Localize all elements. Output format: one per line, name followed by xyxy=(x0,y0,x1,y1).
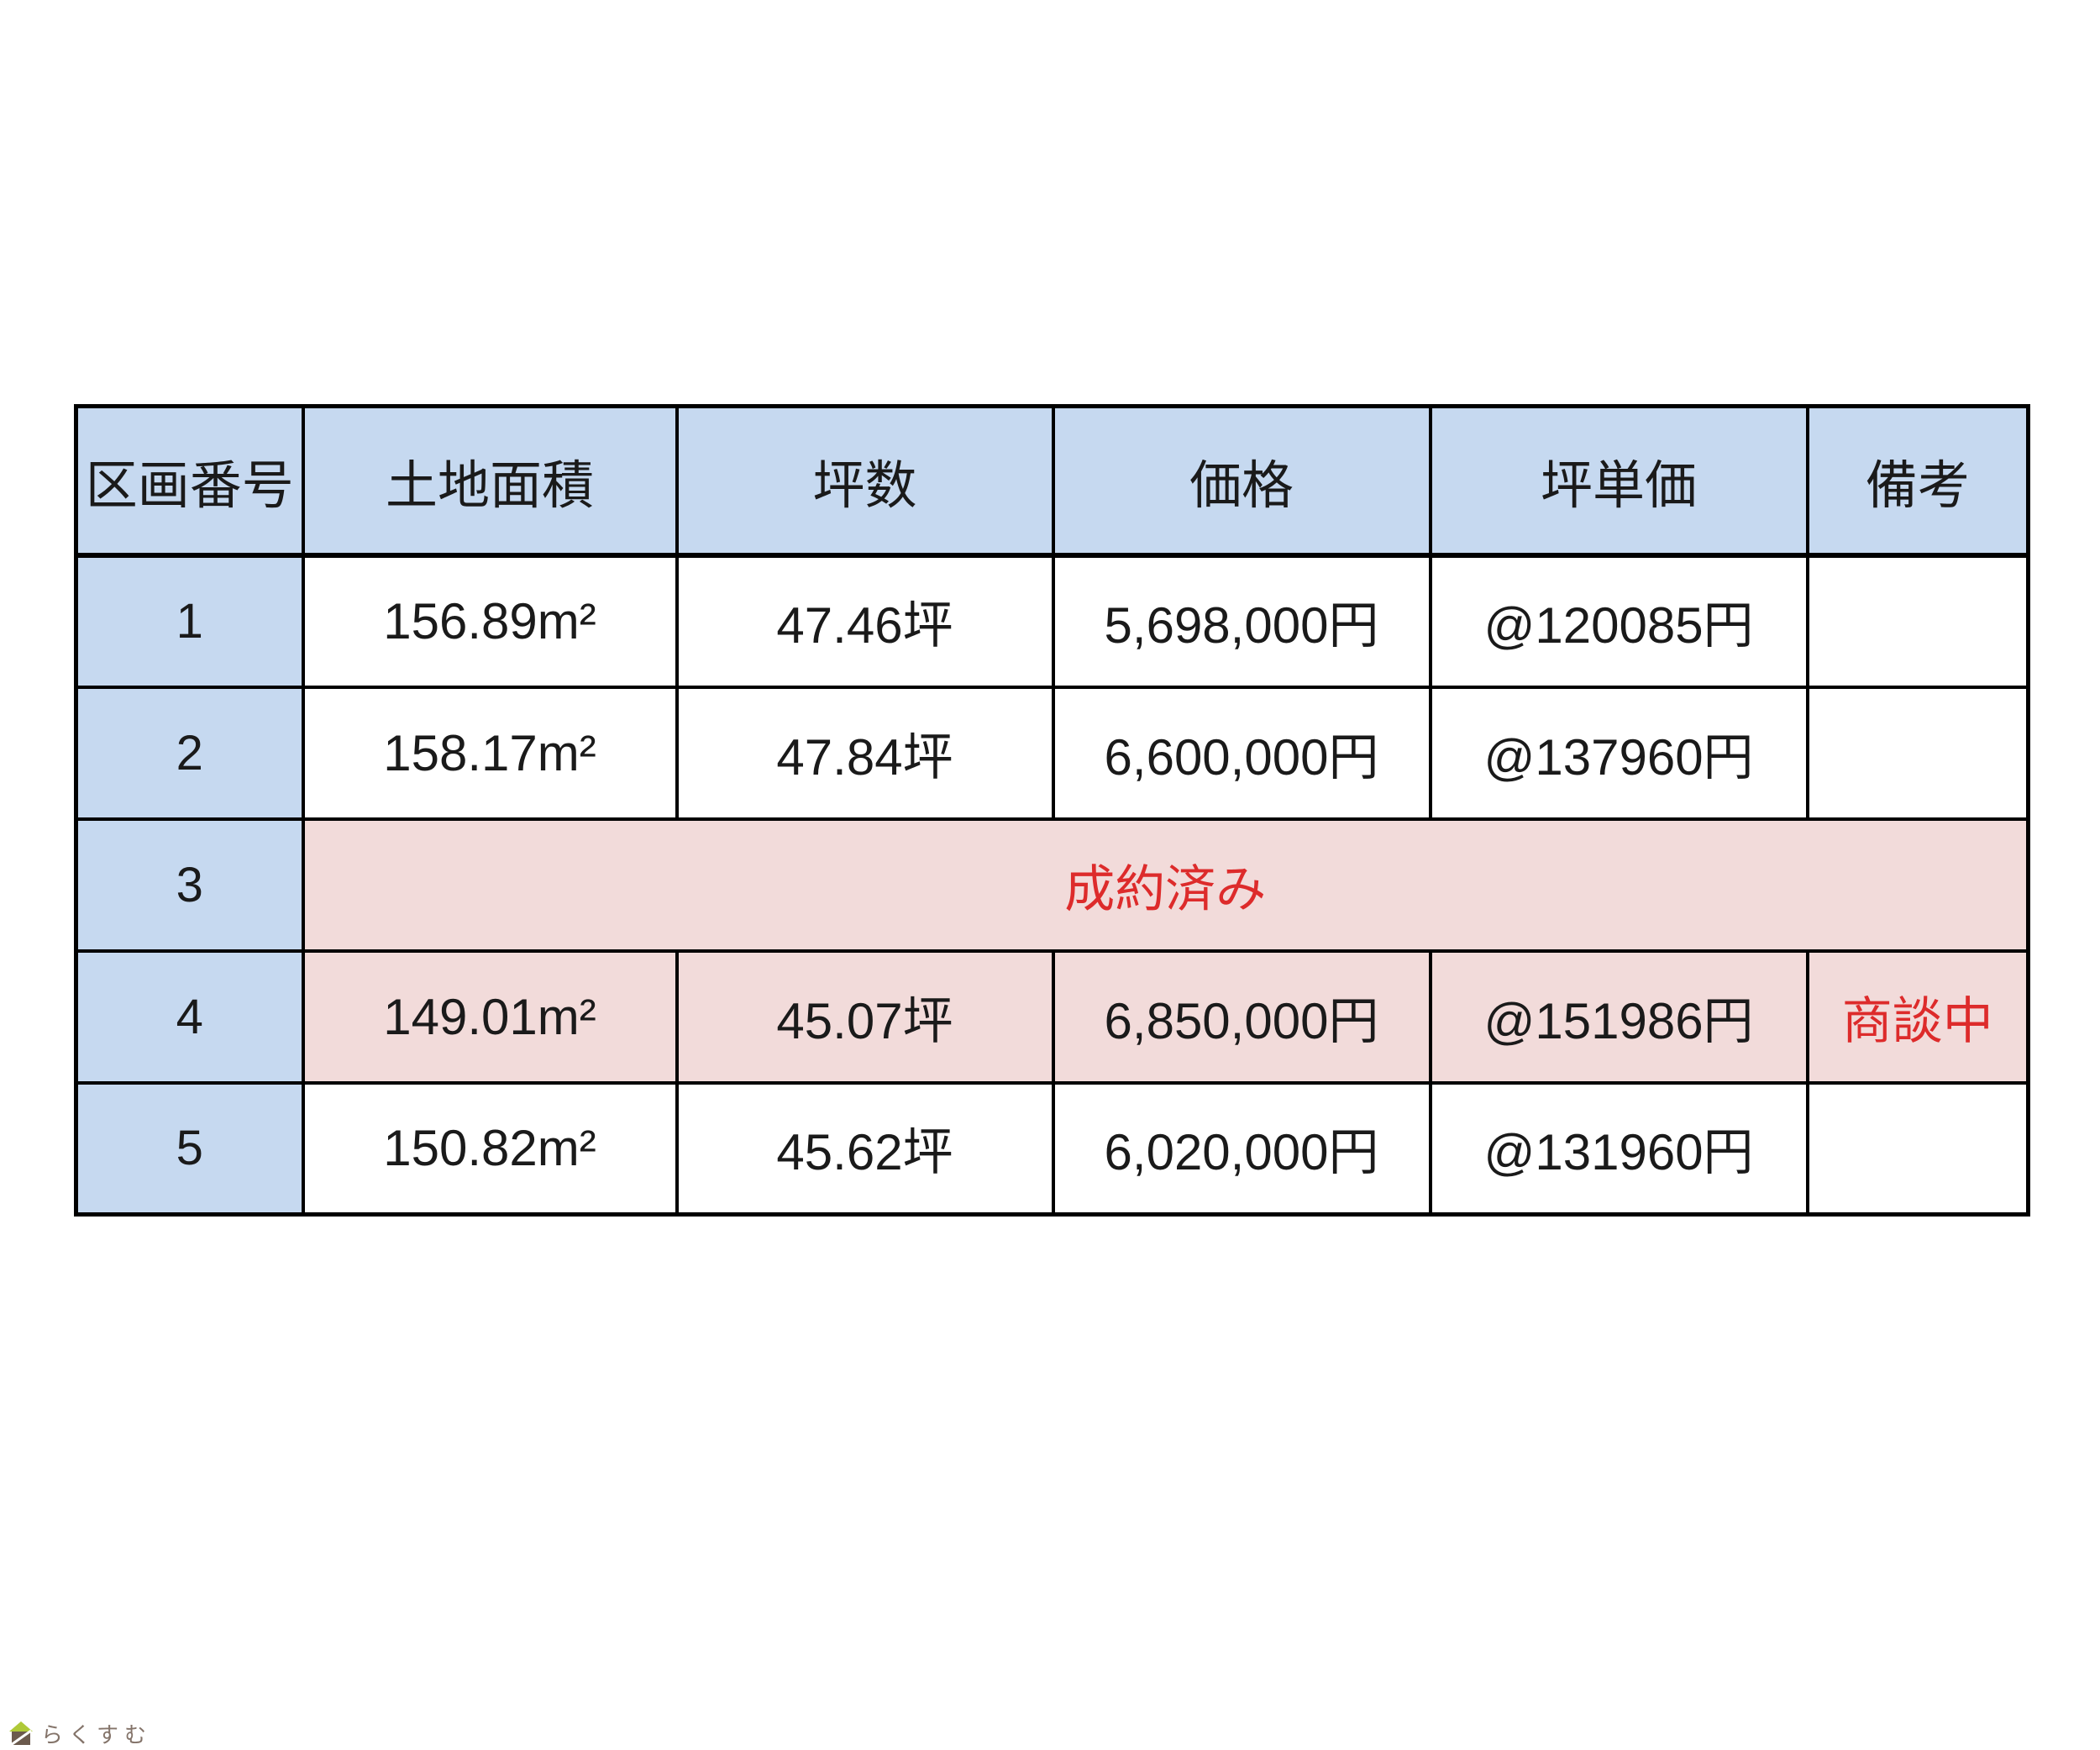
cell-price: 6,020,000円 xyxy=(1051,1080,1432,1217)
cell-remarks xyxy=(1805,685,2030,821)
land-price-table: 区画番号 土地面積 坪数 価格 坪単価 備考 1 156.89m² 47.46坪… xyxy=(74,404,2030,1217)
cell-unit-price: @151986円 xyxy=(1428,949,1809,1085)
cell-lot-number: 5 xyxy=(74,1080,305,1217)
cell-lot-number: 2 xyxy=(74,685,305,821)
cell-lot-number: 4 xyxy=(74,949,305,1085)
header-row: 区画番号 土地面積 坪数 価格 坪単価 備考 xyxy=(74,404,2030,558)
cell-unit-price: @120085円 xyxy=(1428,553,1809,689)
cell-price: 6,850,000円 xyxy=(1051,949,1432,1085)
cell-remarks xyxy=(1805,1080,2030,1217)
cell-unit-price: @131960円 xyxy=(1428,1080,1809,1217)
table-row: 2 158.17m² 47.84坪 6,600,000円 @137960円 xyxy=(74,685,2030,821)
col-header-land-area: 土地面積 xyxy=(301,404,679,558)
col-header-remarks: 備考 xyxy=(1805,404,2030,558)
cell-tsubo-count: 47.84坪 xyxy=(675,685,1055,821)
cell-remarks-negotiating: 商談中 xyxy=(1805,949,2030,1085)
cell-lot-number: 3 xyxy=(74,817,305,953)
house-icon xyxy=(9,1721,33,1746)
cell-tsubo-count: 45.07坪 xyxy=(675,949,1055,1085)
cell-land-area: 149.01m² xyxy=(301,949,679,1085)
cell-land-area: 150.82m² xyxy=(301,1080,679,1217)
cell-price: 6,600,000円 xyxy=(1051,685,1432,821)
cell-lot-number: 1 xyxy=(74,553,305,689)
table-row-sold: 3 成約済み xyxy=(74,817,2030,953)
table-row-negotiating: 4 149.01m² 45.07坪 6,850,000円 @151986円 商談… xyxy=(74,949,2030,1085)
col-header-tsubo-count: 坪数 xyxy=(675,404,1055,558)
rakusumu-logo: らくすむ xyxy=(8,1721,152,1746)
cell-tsubo-count: 45.62坪 xyxy=(675,1080,1055,1217)
logo-text: らくすむ xyxy=(41,1722,153,1747)
cell-tsubo-count: 47.46坪 xyxy=(675,553,1055,689)
cell-price: 5,698,000円 xyxy=(1051,553,1432,689)
col-header-price: 価格 xyxy=(1051,404,1432,558)
cell-land-area: 156.89m² xyxy=(301,553,679,689)
col-header-lot-number: 区画番号 xyxy=(74,404,305,558)
cell-sold-status: 成約済み xyxy=(301,817,2030,953)
cell-land-area: 158.17m² xyxy=(301,685,679,821)
cell-unit-price: @137960円 xyxy=(1428,685,1809,821)
cell-remarks xyxy=(1805,553,2030,689)
table-row: 1 156.89m² 47.46坪 5,698,000円 @120085円 xyxy=(74,553,2030,689)
col-header-unit-price: 坪単価 xyxy=(1428,404,1809,558)
table-row: 5 150.82m² 45.62坪 6,020,000円 @131960円 xyxy=(74,1080,2030,1217)
